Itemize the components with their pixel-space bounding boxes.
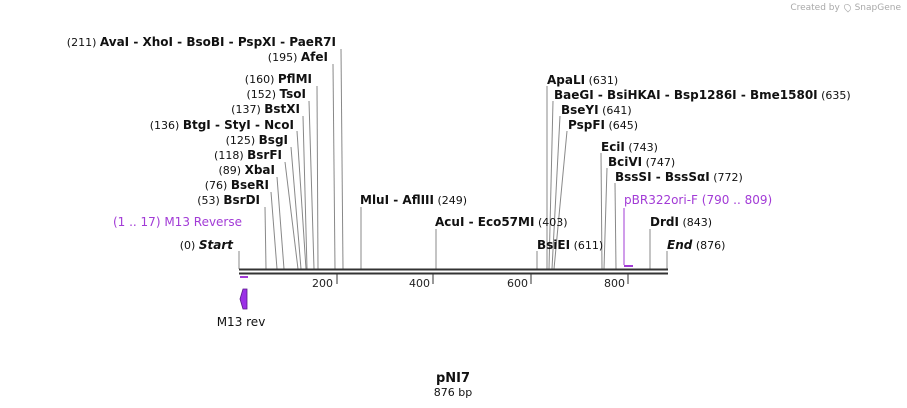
- m13-rev-feature-label: M13 rev: [217, 315, 266, 329]
- site-label-772: BssSI - BssSαI (772): [615, 170, 743, 184]
- snapgene-credit: Created by SnapGene: [790, 2, 901, 13]
- primer-label-pbr322ori-f[interactable]: pBR322ori-F (790 .. 809): [624, 193, 772, 207]
- axis: 200 400 600 800: [312, 274, 629, 290]
- site-label-403: AcuI - Eco57MI (403): [435, 215, 568, 229]
- site-label-152: (152) TsoI: [246, 87, 306, 101]
- primer-label-m13-reverse[interactable]: (1 .. 17) M13 Reverse: [113, 215, 242, 229]
- site-label-631: ApaLI (631): [547, 73, 618, 87]
- site-label-160: (160) PflMI: [245, 72, 312, 86]
- connector-lines: [238, 48, 668, 270]
- connector-ecii: [600, 152, 603, 270]
- site-label-76: (76) BseRI: [205, 178, 269, 192]
- connector-btgi: [296, 130, 307, 270]
- connector-bsrfi: [284, 161, 299, 270]
- connector-avai: [340, 48, 344, 270]
- credit-text: Created by: [790, 3, 840, 13]
- connector-baegi: [548, 100, 554, 270]
- site-label-645: PspFI (645): [568, 118, 638, 132]
- plasmid-length: 876 bp: [434, 386, 472, 399]
- site-label-136: (136) BtgI - StyI - NcoI: [150, 118, 294, 132]
- connector-afei: [332, 63, 336, 270]
- m13-rev-feature-arrow[interactable]: [239, 288, 248, 310]
- primer-mark-pbr322ori-f[interactable]: [624, 265, 633, 267]
- dna-backbone: [239, 268, 668, 275]
- site-label-118: (118) BsrFI: [214, 148, 282, 162]
- connector-pspfi: [553, 130, 568, 270]
- connector-pflmi: [316, 85, 319, 270]
- axis-tick-label-200: 200: [312, 277, 333, 290]
- axis-tick-label-400: 400: [409, 277, 430, 290]
- site-label-635: BaeGI - BsiHKAI - Bsp1286I - Bme1580I (6…: [554, 88, 851, 102]
- credit-brand: SnapGene: [854, 3, 901, 13]
- connector-bsrdi: [264, 206, 267, 270]
- connector-bseri: [270, 191, 278, 270]
- axis-tick-label-800: 800: [604, 277, 625, 290]
- site-label-611: BsiEI (611): [537, 238, 603, 252]
- connector-bseyi: [551, 115, 561, 270]
- connector-bsssi: [614, 182, 617, 270]
- site-label-211: (211) AvaI - XhoI - BsoBI - PspXI - PaeR…: [67, 35, 336, 49]
- site-label-53: (53) BsrDI: [197, 193, 260, 207]
- connector-bcivi: [603, 167, 608, 270]
- left-site-labels: (211) AvaI - XhoI - BsoBI - PspXI - PaeR…: [67, 35, 336, 207]
- site-label-195: (195) AfeI: [268, 50, 328, 64]
- connector-xbai: [276, 176, 285, 270]
- site-label-125: (125) BsgI: [226, 133, 288, 147]
- right-site-labels: ApaLI (631) BaeGI - BsiHKAI - Bsp1286I -…: [547, 73, 851, 229]
- axis-tick-label-600: 600: [507, 277, 528, 290]
- start-label: (0) Start: [180, 238, 234, 252]
- site-label-137: (137) BstXI: [231, 102, 300, 116]
- site-label-641: BseYI (641): [561, 103, 632, 117]
- site-label-743: EciI (743): [601, 140, 658, 154]
- connector-bsgi: [290, 146, 302, 270]
- site-label-249: MluI - AflIII (249): [360, 193, 467, 207]
- primer-mark-m13-reverse[interactable]: [240, 276, 248, 278]
- end-label: End (876): [667, 238, 725, 252]
- site-label-843: DrdI (843): [650, 215, 712, 229]
- connector-bstxi: [302, 115, 308, 270]
- site-label-89: (89) XbaI: [219, 163, 276, 177]
- plasmid-name: pNI7: [436, 371, 470, 386]
- connector-tsoi: [308, 100, 315, 270]
- site-label-747: BciVI (747): [608, 155, 675, 169]
